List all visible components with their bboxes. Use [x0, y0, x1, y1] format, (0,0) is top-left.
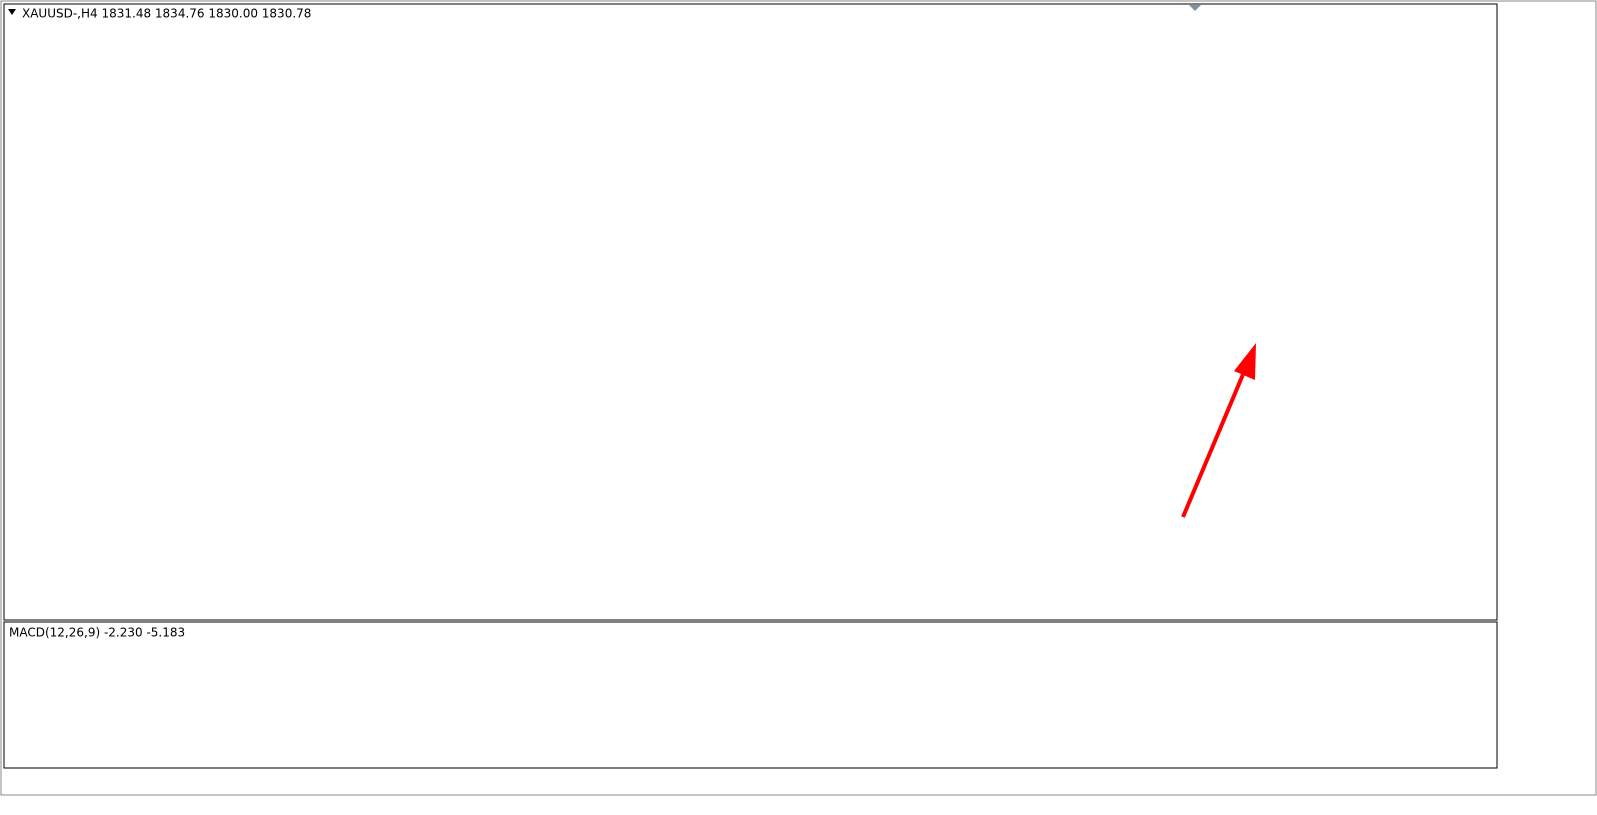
menu-triangle[interactable] [8, 9, 16, 15]
chart-title: XAUUSD-,H4 1831.48 1834.76 1830.00 1830.… [22, 7, 311, 21]
window-frame [0, 0, 1597, 796]
shift-marker[interactable] [1189, 5, 1201, 11]
macd-panel-frame [3, 621, 1498, 769]
arrow-shaft [1181, 371, 1246, 518]
main-panel-frame [3, 3, 1498, 621]
arrow-head [1234, 343, 1256, 380]
macd-title: MACD(12,26,9) -2.230 -5.183 [9, 626, 185, 640]
